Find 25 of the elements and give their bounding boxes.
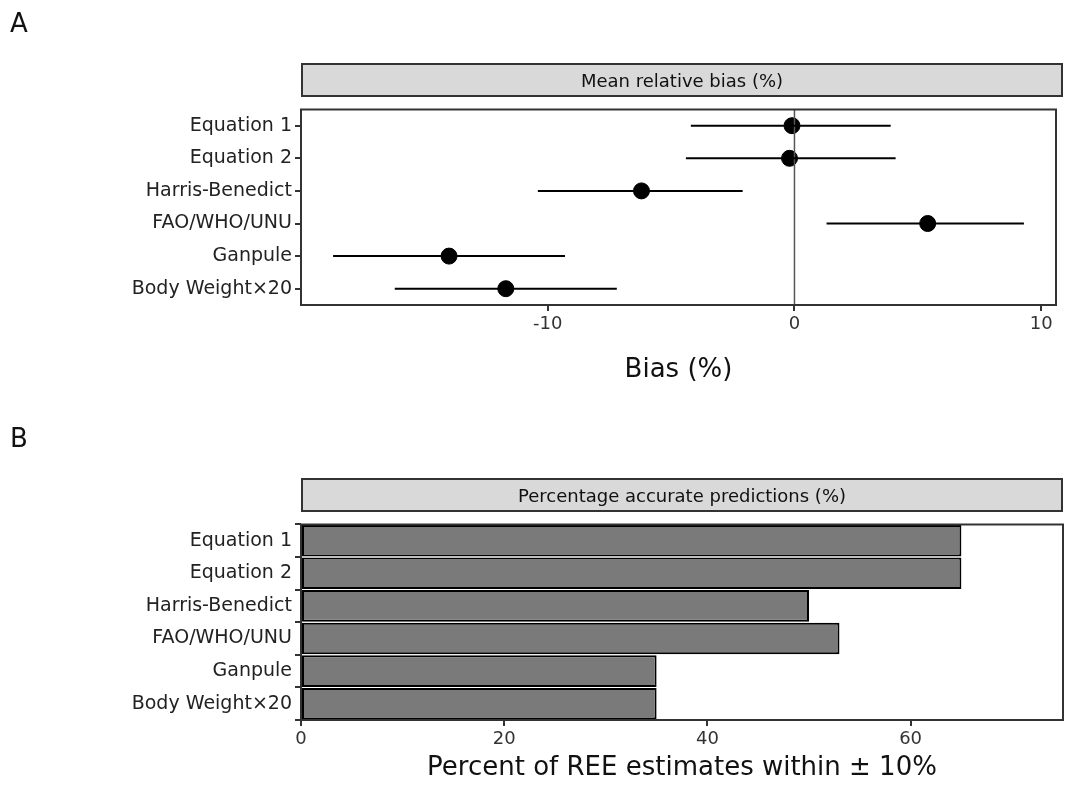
- y-tick-label: Equation 2: [189, 145, 292, 168]
- y-tick-label: FAO/WHO/UNU: [152, 210, 292, 233]
- x-tick-label: 10: [1029, 312, 1053, 334]
- x-tick-label: 60: [899, 727, 923, 749]
- y-tick-label: Body Weight×20: [131, 690, 292, 713]
- chart-title: Mean relative bias (%): [301, 63, 1063, 97]
- y-tick-label: Equation 2: [189, 560, 292, 583]
- x-tick-label: 40: [695, 727, 719, 749]
- x-tick-label: 20: [492, 727, 516, 749]
- x-tick-label: 0: [295, 727, 307, 749]
- text: B: [10, 423, 28, 453]
- x-axis-title: Percent of REE estimates within ± 10%: [427, 751, 937, 782]
- y-tick-label: Harris-Benedict: [145, 592, 292, 615]
- y-tick-label: Harris-Benedict: [145, 177, 292, 200]
- chart-title: Percentage accurate predictions (%): [301, 478, 1063, 512]
- x-tick-label: 0: [788, 312, 801, 334]
- text: A: [10, 8, 28, 38]
- y-tick-label: Equation 1: [189, 112, 292, 135]
- y-tick-label: Body Weight×20: [131, 275, 292, 298]
- x-axis-title: Bias (%): [624, 353, 733, 384]
- y-tick-label: Ganpule: [212, 658, 292, 681]
- x-tick-label: -10: [533, 312, 563, 334]
- y-tick-label: FAO/WHO/UNU: [152, 625, 292, 648]
- y-tick-label: Equation 1: [189, 527, 292, 550]
- y-tick-label: Ganpule: [212, 243, 292, 266]
